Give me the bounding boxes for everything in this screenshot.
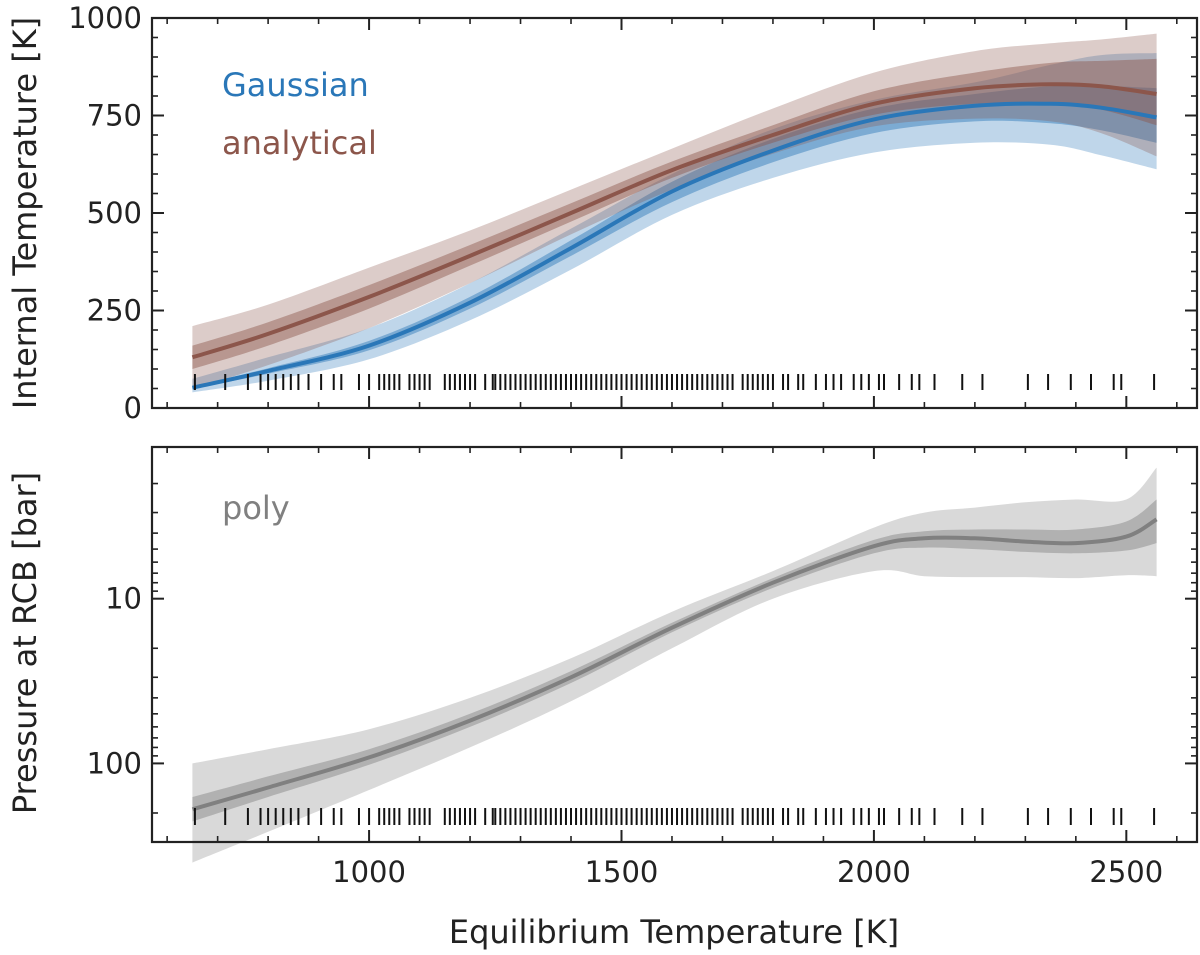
top-y-axis-label: Internal Temperature [K] <box>6 17 44 409</box>
bottom-panel: 1000 1500 2000 2500 10 100 Pressure at RCB [b… <box>6 445 1199 951</box>
top-plot-frame <box>150 16 1199 410</box>
bottom-confidence-bands <box>192 467 1157 863</box>
y-tick-label: 750 <box>87 99 142 133</box>
x-tick-label: 1000 <box>332 855 406 889</box>
y-tick-label: 1000 <box>68 1 142 35</box>
gaussian-outer-band <box>192 53 1157 393</box>
x-axis-label: Equilibrium Temperature [K] <box>449 913 899 951</box>
gaussian-median-line <box>191 101 1157 390</box>
legend-poly: poly <box>222 489 290 527</box>
legend-gaussian: Gaussian <box>222 66 369 104</box>
analytical-median-line <box>191 82 1157 360</box>
bottom-y-axis-label: Pressure at RCB [bar] <box>6 472 44 814</box>
y-tick-label: 10 <box>105 582 142 616</box>
analytical-inner-band <box>192 58 1157 370</box>
bottom-rug-ticks <box>193 808 1156 825</box>
top-median-lines <box>191 82 1157 390</box>
bottom-median-lines <box>191 517 1158 812</box>
y-tick-label: 0 <box>124 391 142 425</box>
top-rug-ticks <box>193 374 1156 390</box>
gaussian-inner-band <box>192 85 1157 389</box>
top-confidence-bands <box>192 33 1157 393</box>
y-tick-label: 500 <box>87 196 142 230</box>
y-tick-label: 100 <box>87 746 142 780</box>
analytical-outer-band <box>192 33 1157 389</box>
poly-inner-band <box>192 499 1157 822</box>
x-tick-label: 2500 <box>1089 855 1163 889</box>
top-axis-ticks: 0 250 500 750 1000 <box>68 1 1197 425</box>
poly-median-line <box>191 517 1158 812</box>
bottom-plot-frame <box>150 445 1199 844</box>
x-tick-label: 2000 <box>837 855 911 889</box>
bottom-axis-ticks: 1000 1500 2000 2500 10 100 <box>87 447 1197 889</box>
x-tick-label: 1500 <box>585 855 659 889</box>
y-tick-label: 250 <box>87 294 142 328</box>
poly-outer-band <box>192 467 1157 863</box>
legend-analytical: analytical <box>222 124 377 162</box>
